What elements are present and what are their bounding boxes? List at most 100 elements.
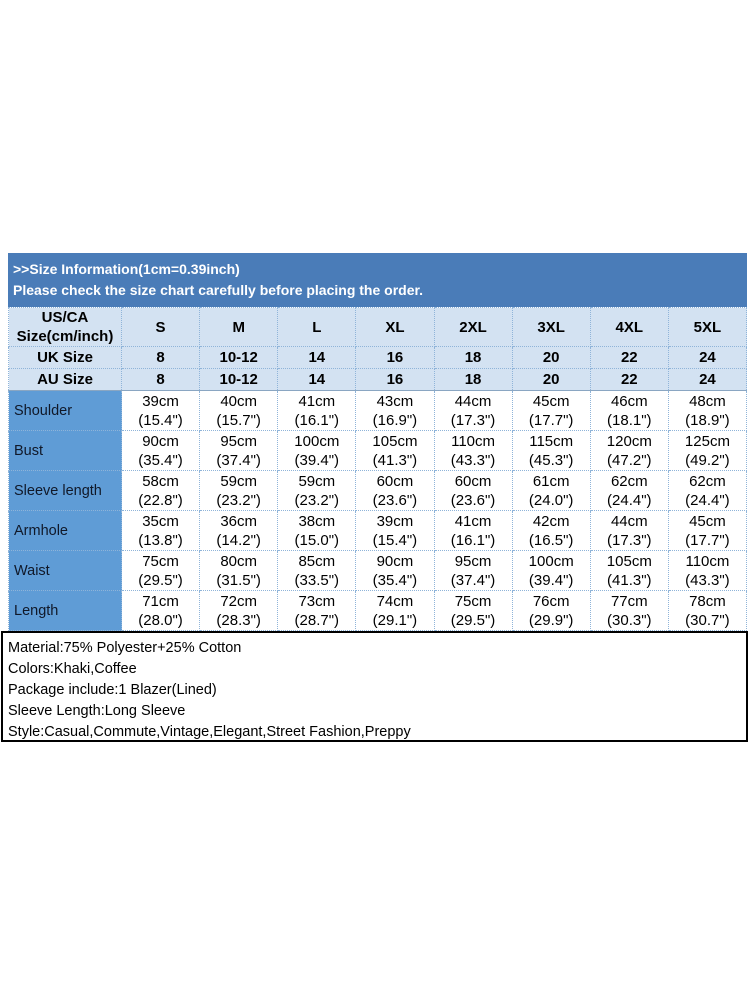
product-material: Material:75% Polyester+25% Cotton xyxy=(8,640,242,656)
size-col-header: 3XL xyxy=(511,307,591,347)
measurement-cell: 35cm (13.8") xyxy=(120,510,201,551)
uk-size-value: 18 xyxy=(433,346,513,369)
measurement-cell: 100cm (39.4") xyxy=(277,430,357,471)
measurement-cell: 100cm (39.4") xyxy=(511,550,591,591)
size-col-header: XL xyxy=(355,307,435,347)
au-size-value: 20 xyxy=(511,368,591,391)
measurement-cell: 105cm (41.3") xyxy=(589,550,669,591)
size-col-header: L xyxy=(277,307,357,347)
measurement-cell: 77cm (30.3") xyxy=(589,590,669,631)
measurement-cell: 90cm (35.4") xyxy=(355,550,435,591)
corner-line1: US/CA xyxy=(41,309,89,326)
measurement-cell: 43cm (16.9") xyxy=(355,390,435,431)
measurement-cell: 105cm (41.3") xyxy=(355,430,435,471)
measurement-cell: 76cm (29.9") xyxy=(511,590,591,631)
corner-header-cell: US/CA Size(cm/inch) xyxy=(8,307,122,347)
measurement-row-shoulder: Shoulder 39cm (15.4") 40cm (15.7") 41cm (16… xyxy=(8,390,748,431)
measurement-cell: 48cm (18.9") xyxy=(667,390,748,431)
au-size-value: 14 xyxy=(277,368,357,391)
measurement-cell: 39cm (15.4") xyxy=(120,390,201,431)
uk-size-row: UK Size 8 10-12 14 16 18 20 22 24 xyxy=(8,346,748,369)
measurement-cell: 90cm (35.4") xyxy=(120,430,201,471)
measurement-label: Armhole xyxy=(8,510,122,551)
measurement-label: Length xyxy=(8,590,122,631)
measurement-cell: 125cm (49.2") xyxy=(667,430,748,471)
measurement-cell: 39cm (15.4") xyxy=(355,510,435,551)
measurement-cell: 73cm (28.7") xyxy=(277,590,357,631)
measurement-label: Waist xyxy=(8,550,122,591)
measurement-cell: 58cm (22.8") xyxy=(120,470,201,511)
measurement-cell: 85cm (33.5") xyxy=(277,550,357,591)
banner-title: >>Size Information(1cm=0.39inch) xyxy=(13,261,240,277)
measurement-label: Sleeve length xyxy=(8,470,122,511)
measurement-cell: 45cm (17.7") xyxy=(511,390,591,431)
measurement-row-length: Length 71cm (28.0") 72cm (28.3") 73cm (28.7… xyxy=(8,590,748,631)
size-col-header: S xyxy=(120,307,201,347)
measurement-cell: 59cm (23.2") xyxy=(277,470,357,511)
measurement-cell: 74cm (29.1") xyxy=(355,590,435,631)
measurement-cell: 115cm (45.3") xyxy=(511,430,591,471)
measurement-cell: 80cm (31.5") xyxy=(199,550,279,591)
measurement-cell: 120cm (47.2") xyxy=(589,430,669,471)
product-package: Package include:1 Blazer(Lined) xyxy=(8,682,217,698)
au-size-value: 8 xyxy=(120,368,201,391)
measurement-cell: 95cm (37.4") xyxy=(433,550,513,591)
au-size-value: 16 xyxy=(355,368,435,391)
measurement-cell: 36cm (14.2") xyxy=(199,510,279,551)
size-info-banner: >>Size Information(1cm=0.39inch) Please … xyxy=(8,253,747,307)
measurement-cell: 71cm (28.0") xyxy=(120,590,201,631)
measurement-cell: 78cm (30.7") xyxy=(667,590,748,631)
au-size-value: 18 xyxy=(433,368,513,391)
au-size-row: AU Size 8 10-12 14 16 18 20 22 24 xyxy=(8,368,748,391)
uk-size-value: 16 xyxy=(355,346,435,369)
au-size-value: 24 xyxy=(667,368,748,391)
au-size-value: 10-12 xyxy=(199,368,279,391)
measurement-row-bust: Bust 90cm (35.4") 95cm (37.4") 100cm (39.4"… xyxy=(8,430,748,471)
measurement-row-waist: Waist 75cm (29.5") 80cm (31.5") 85cm (33.5"… xyxy=(8,550,748,591)
measurement-cell: 38cm (15.0") xyxy=(277,510,357,551)
measurement-cell: 59cm (23.2") xyxy=(199,470,279,511)
measurement-cell: 75cm (29.5") xyxy=(120,550,201,591)
size-col-header: 2XL xyxy=(433,307,513,347)
measurement-cell: 110cm (43.3") xyxy=(433,430,513,471)
uk-size-value: 8 xyxy=(120,346,201,369)
measurement-row-sleeve-length: Sleeve length 58cm (22.8") 59cm (23.2") 59… xyxy=(8,470,748,511)
measurement-cell: 45cm (17.7") xyxy=(667,510,748,551)
measurement-cell: 95cm (37.4") xyxy=(199,430,279,471)
size-col-header: 5XL xyxy=(667,307,748,347)
measurement-cell: 62cm (24.4") xyxy=(667,470,748,511)
measurement-cell: 41cm (16.1") xyxy=(433,510,513,551)
measurement-cell: 61cm (24.0") xyxy=(511,470,591,511)
measurement-cell: 41cm (16.1") xyxy=(277,390,357,431)
measurement-row-armhole: Armhole 35cm (13.8") 36cm (14.2") 38cm (15.… xyxy=(8,510,748,551)
measurement-cell: 62cm (24.4") xyxy=(589,470,669,511)
measurement-cell: 60cm (23.6") xyxy=(433,470,513,511)
au-size-value: 22 xyxy=(589,368,669,391)
banner-subtitle: Please check the size chart carefully be… xyxy=(13,282,424,298)
au-size-label: AU Size xyxy=(8,368,122,391)
measurement-cell: 75cm (29.5") xyxy=(433,590,513,631)
measurement-cell: 60cm (23.6") xyxy=(355,470,435,511)
measurement-cell: 42cm (16.5") xyxy=(511,510,591,551)
measurement-label: Bust xyxy=(8,430,122,471)
product-sleeve-length: Sleeve Length:Long Sleeve xyxy=(8,703,186,719)
product-colors: Colors:Khaki,Coffee xyxy=(8,661,137,677)
measurement-cell: 44cm (17.3") xyxy=(589,510,669,551)
uk-size-value: 20 xyxy=(511,346,591,369)
uk-size-value: 14 xyxy=(277,346,357,369)
product-info-box: Material:75% Polyester+25% Cotton Colors… xyxy=(1,631,748,742)
measurement-label: Shoulder xyxy=(8,390,122,431)
size-col-header: M xyxy=(199,307,279,347)
size-header-row: US/CA Size(cm/inch) S M L XL 2XL 3XL 4XL… xyxy=(8,307,748,347)
size-chart-table: US/CA Size(cm/inch) S M L XL 2XL 3XL 4XL… xyxy=(8,307,748,631)
corner-line2: Size(cm/inch) xyxy=(16,328,114,345)
measurement-cell: 110cm (43.3") xyxy=(667,550,748,591)
uk-size-value: 10-12 xyxy=(199,346,279,369)
uk-size-label: UK Size xyxy=(8,346,122,369)
size-col-header: 4XL xyxy=(589,307,669,347)
measurement-cell: 40cm (15.7") xyxy=(199,390,279,431)
product-style: Style:Casual,Commute,Vintage,Elegant,Str… xyxy=(8,724,411,740)
measurement-cell: 44cm (17.3") xyxy=(433,390,513,431)
uk-size-value: 22 xyxy=(589,346,669,369)
uk-size-value: 24 xyxy=(667,346,748,369)
